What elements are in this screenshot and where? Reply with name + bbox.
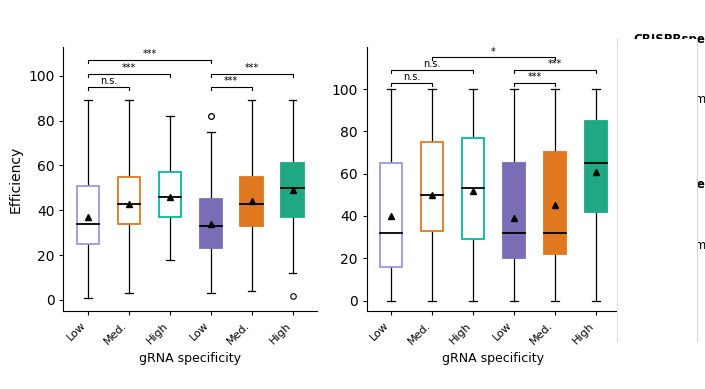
Text: ***: *** (245, 63, 259, 73)
Bar (118, 177, 140, 224)
Text: n.s.: n.s. (424, 60, 441, 69)
Y-axis label: Efficiency: Efficiency (8, 145, 23, 212)
Bar (544, 152, 566, 254)
Text: n.s.: n.s. (100, 76, 117, 86)
Bar (632, 234, 654, 256)
Text: ***: *** (548, 60, 562, 69)
Text: Low: Low (660, 55, 683, 68)
Text: ***: *** (142, 49, 157, 60)
Bar (281, 163, 304, 217)
Bar (632, 272, 654, 294)
Text: Low: Low (660, 201, 683, 214)
Bar (159, 172, 181, 217)
Bar (632, 127, 654, 149)
Text: High: High (660, 131, 687, 144)
Text: ***: *** (224, 76, 238, 86)
Bar (380, 163, 403, 267)
Text: CRISPRspec: CRISPRspec (634, 33, 705, 46)
Bar (503, 163, 525, 258)
Text: CRISPRspecExt: CRISPRspecExt (634, 178, 705, 191)
Bar (632, 51, 654, 72)
Text: High: High (660, 277, 687, 290)
Bar (584, 121, 607, 212)
Text: ***: *** (527, 72, 541, 82)
Bar (462, 138, 484, 239)
Text: *: * (491, 47, 496, 57)
Text: Medium: Medium (660, 238, 705, 252)
X-axis label: gRNA specificity: gRNA specificity (443, 352, 544, 365)
Text: Medium: Medium (660, 93, 705, 106)
Bar (240, 177, 263, 226)
X-axis label: gRNA specificity: gRNA specificity (140, 352, 241, 365)
Bar (421, 142, 443, 231)
Bar (200, 199, 222, 249)
Bar (77, 186, 99, 244)
Bar (632, 89, 654, 110)
Text: ***: *** (122, 63, 136, 73)
Bar (632, 196, 654, 218)
FancyBboxPatch shape (617, 33, 698, 349)
Text: n.s.: n.s. (403, 72, 420, 82)
